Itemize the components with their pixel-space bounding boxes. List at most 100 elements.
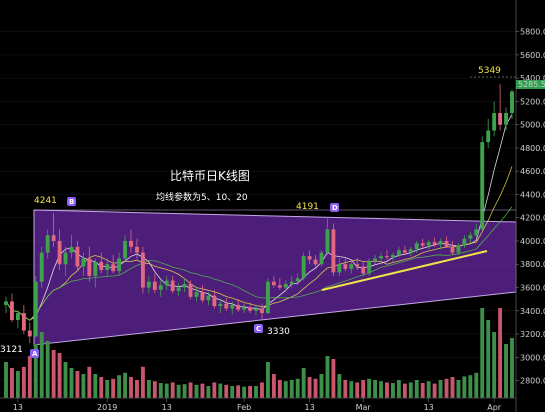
candle-up xyxy=(33,281,38,337)
candle-up xyxy=(504,113,508,125)
volume-bar xyxy=(188,382,193,398)
volume-bar xyxy=(194,384,199,398)
support-trendline xyxy=(321,250,488,291)
candle-up xyxy=(81,258,86,267)
candle-down xyxy=(498,113,503,125)
candle-up xyxy=(283,284,288,288)
price-tick-label: 4000.00 xyxy=(520,237,545,246)
ma-20-line xyxy=(5,206,513,321)
candle-up xyxy=(367,260,372,274)
candle-up xyxy=(438,240,443,245)
volume-bar xyxy=(135,380,139,398)
volume-bar xyxy=(396,380,401,398)
volume-bar xyxy=(385,382,389,398)
candle-up xyxy=(117,258,122,272)
candle-down xyxy=(313,259,318,265)
price-tick-label: 3800.00 xyxy=(520,260,545,269)
candle-down xyxy=(200,292,205,301)
volume-bar xyxy=(295,378,300,398)
volume-bar xyxy=(39,332,44,398)
volume-bar xyxy=(379,381,383,398)
candle-up xyxy=(45,235,50,253)
volume-bar xyxy=(349,381,354,398)
candle-up xyxy=(462,238,467,246)
volume-bar xyxy=(492,332,497,398)
candle-down xyxy=(432,242,437,245)
candle-up xyxy=(295,278,300,282)
volume-bar xyxy=(45,341,50,398)
candle-down xyxy=(87,258,92,276)
candle-down xyxy=(10,301,14,321)
price-tick-label: 4200.00 xyxy=(520,214,545,223)
price-tick-label: 3400.00 xyxy=(520,307,545,316)
price-tick-label: 4600.00 xyxy=(520,167,545,176)
candle-up xyxy=(242,307,247,310)
date-tick-label: Mar xyxy=(356,403,372,412)
volume-bar xyxy=(230,386,235,398)
price-tick-label: 4800.00 xyxy=(520,144,545,153)
candle-up xyxy=(426,242,431,246)
volume-bar xyxy=(260,382,264,398)
price-tick-label: 3600.00 xyxy=(520,284,545,293)
volume-bar xyxy=(206,386,211,398)
volume-bar xyxy=(33,344,38,398)
candle-down xyxy=(307,256,312,260)
candle-down xyxy=(51,235,56,241)
volume-bar xyxy=(456,380,461,398)
candle-up xyxy=(164,280,169,286)
candle-up xyxy=(15,313,20,321)
volume-bar xyxy=(408,382,413,398)
volume-bar xyxy=(420,383,425,398)
volume-bar xyxy=(51,350,56,398)
volume-bar xyxy=(414,380,419,398)
candle-up xyxy=(391,254,395,258)
candle-up xyxy=(93,261,98,276)
volume-bar xyxy=(343,380,348,398)
candle-up xyxy=(39,252,44,282)
candle-up xyxy=(63,252,68,265)
date-tick-label: 13 xyxy=(305,403,315,412)
candle-up xyxy=(182,284,187,288)
svg-text:A: A xyxy=(32,350,38,358)
volume-bar xyxy=(254,386,258,398)
annotation-4241: 4241 xyxy=(34,196,57,206)
candle-down xyxy=(361,266,366,274)
candle-down xyxy=(212,295,217,307)
price-tick-label: 5200.00 xyxy=(520,97,545,106)
price-tick-label: 5600.00 xyxy=(520,51,545,60)
candle-up xyxy=(218,303,223,307)
volume-bar xyxy=(468,375,473,398)
candle-up xyxy=(337,264,342,273)
volume-bar xyxy=(10,368,14,398)
volume-bar xyxy=(182,384,187,398)
annotation-3330: 3330 xyxy=(267,327,290,337)
candle-up xyxy=(301,256,306,279)
candle-down xyxy=(385,256,389,258)
volume-bar xyxy=(391,383,395,398)
candles xyxy=(4,84,514,344)
volume-bar xyxy=(117,375,122,398)
price-tick-label: 2800.00 xyxy=(520,377,545,386)
candle-up xyxy=(510,91,514,114)
candle-up xyxy=(158,285,163,290)
annotation-5349: 5349 xyxy=(478,66,501,76)
candle-down xyxy=(343,264,348,269)
volume-bar xyxy=(57,353,62,398)
volume-bar xyxy=(277,380,282,398)
candle-down xyxy=(129,240,133,247)
candle-down xyxy=(27,330,32,337)
volume-bar xyxy=(373,380,378,398)
volume-bar xyxy=(325,356,330,398)
candle-up xyxy=(4,301,8,305)
volume-bar xyxy=(307,377,312,398)
annotation-3121: 3121 xyxy=(0,345,23,355)
volume-bar xyxy=(248,386,253,398)
date-tick-label: 2019 xyxy=(97,403,117,412)
candle-down xyxy=(140,252,145,288)
candle-up xyxy=(408,249,413,253)
volume-bar xyxy=(504,344,508,398)
candle-up xyxy=(123,240,127,259)
date-tick-label: Feb xyxy=(237,403,251,412)
volume-bar xyxy=(224,384,229,398)
volume-bar xyxy=(21,366,26,398)
